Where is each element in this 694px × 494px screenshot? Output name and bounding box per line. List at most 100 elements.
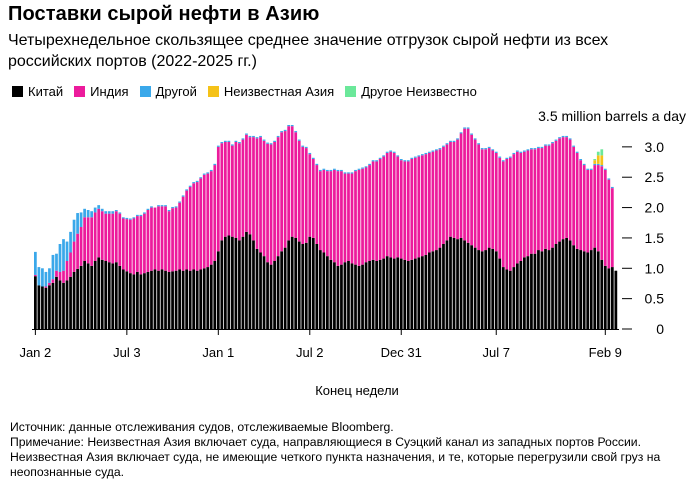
bar-other-126 [477, 143, 481, 145]
bar-china-57 [234, 237, 238, 329]
bar-china-69 [276, 256, 280, 329]
bar-china-33 [150, 270, 153, 329]
bar-india-124 [470, 134, 473, 246]
bar-china-141 [530, 253, 533, 329]
bar-india-11 [72, 241, 76, 272]
bar-india-62 [252, 137, 255, 241]
bar-china-68 [273, 261, 276, 329]
bar-china-30 [139, 274, 143, 329]
bar-india-136 [512, 154, 516, 268]
x-tick-label-0: Jan 2 [19, 345, 51, 360]
bar-china-20 [104, 261, 108, 329]
bar-china-34 [153, 269, 157, 329]
bar-china-98 [378, 259, 382, 329]
bar-other-134 [505, 157, 509, 159]
bar-india-13 [79, 227, 83, 266]
bar-other-69 [276, 135, 280, 138]
bar-china-42 [181, 270, 185, 329]
bar-china-136 [512, 267, 516, 329]
bar-india-140 [526, 150, 530, 257]
bar-india-115 [438, 149, 442, 248]
bar-china-104 [399, 258, 403, 329]
bar-india-33 [150, 207, 153, 271]
bar-china-2 [41, 286, 44, 329]
legend-item-india: Индия [74, 84, 129, 99]
bar-india-81 [318, 171, 322, 251]
bar-india-158 [589, 169, 593, 251]
bar-other-67 [269, 143, 273, 145]
bar-other-130 [491, 149, 495, 151]
bar-india-100 [385, 152, 389, 257]
legend-label-unknown-asia: Неизвестная Азия [223, 84, 335, 99]
bar-other-127 [480, 148, 484, 150]
bar-india-85 [333, 169, 336, 263]
bar-other-150 [561, 135, 565, 138]
y-unit-label: 3.5 million barrels a day [538, 108, 686, 124]
bar-india-151 [565, 137, 568, 238]
bar-china-73 [290, 236, 294, 329]
bar-other-40 [174, 206, 178, 208]
bar-otherunknown-161 [600, 149, 604, 156]
legend-swatch-china [12, 86, 23, 97]
bar-china-111 [424, 254, 428, 329]
bar-other-73 [290, 125, 294, 127]
bar-india-134 [505, 159, 509, 270]
bar-india-56 [231, 145, 234, 237]
bar-china-56 [231, 236, 234, 329]
bar-other-27 [128, 218, 132, 220]
bar-other-45 [192, 182, 196, 184]
bar-china-1 [37, 285, 41, 329]
bar-china-92 [357, 265, 361, 329]
bar-india-94 [364, 167, 368, 263]
bar-india-130 [491, 150, 495, 249]
bar-other-162 [603, 168, 607, 170]
bar-other-106 [406, 160, 410, 162]
bar-china-159 [593, 247, 597, 329]
bar-india-4 [48, 282, 51, 286]
bar-other-84 [329, 169, 333, 172]
bar-other-9 [65, 241, 69, 261]
bar-china-70 [280, 251, 284, 329]
bar-india-125 [473, 139, 477, 248]
bar-india-117 [445, 144, 449, 241]
bar-other-26 [125, 217, 129, 220]
bar-india-10 [69, 252, 72, 277]
bar-china-9 [65, 280, 69, 329]
bar-india-75 [297, 140, 301, 242]
bar-china-72 [287, 240, 291, 329]
bar-other-96 [371, 160, 375, 162]
x-tick-label-2: Jan 1 [202, 345, 234, 360]
bar-other-50 [209, 169, 213, 172]
bar-china-101 [389, 257, 393, 329]
bar-other-75 [297, 139, 301, 141]
bar-china-94 [364, 262, 368, 329]
bar-unknownasia-160 [596, 155, 600, 164]
bar-other-99 [382, 155, 386, 157]
bar-other-20 [104, 211, 108, 214]
bar-india-143 [537, 148, 540, 251]
bar-china-156 [582, 251, 586, 329]
bar-other-37 [164, 205, 167, 207]
bar-other-137 [515, 150, 519, 152]
bar-india-98 [378, 159, 382, 260]
bar-china-142 [533, 253, 537, 329]
x-tick-label-3: Jul 2 [296, 345, 323, 360]
bar-other-149 [558, 137, 561, 139]
bar-other-138 [519, 151, 523, 153]
bar-china-45 [192, 269, 196, 329]
bar-china-14 [83, 261, 86, 329]
bar-india-69 [276, 137, 280, 257]
y-tick-label-5: 2.5 [645, 169, 665, 185]
bar-china-52 [216, 251, 220, 329]
chart-title: Поставки сырой нефти в Азию [8, 3, 320, 25]
bar-other-98 [378, 157, 382, 159]
bar-other-144 [540, 146, 544, 149]
bar-other-154 [575, 151, 579, 153]
x-tick-label-4: Dec 31 [381, 345, 422, 360]
bar-china-139 [523, 257, 526, 329]
bar-india-163 [607, 179, 611, 269]
bar-india-54 [223, 142, 227, 237]
bar-china-151 [565, 237, 568, 329]
legend-item-other: Другой [139, 84, 197, 99]
bar-other-110 [420, 154, 424, 156]
